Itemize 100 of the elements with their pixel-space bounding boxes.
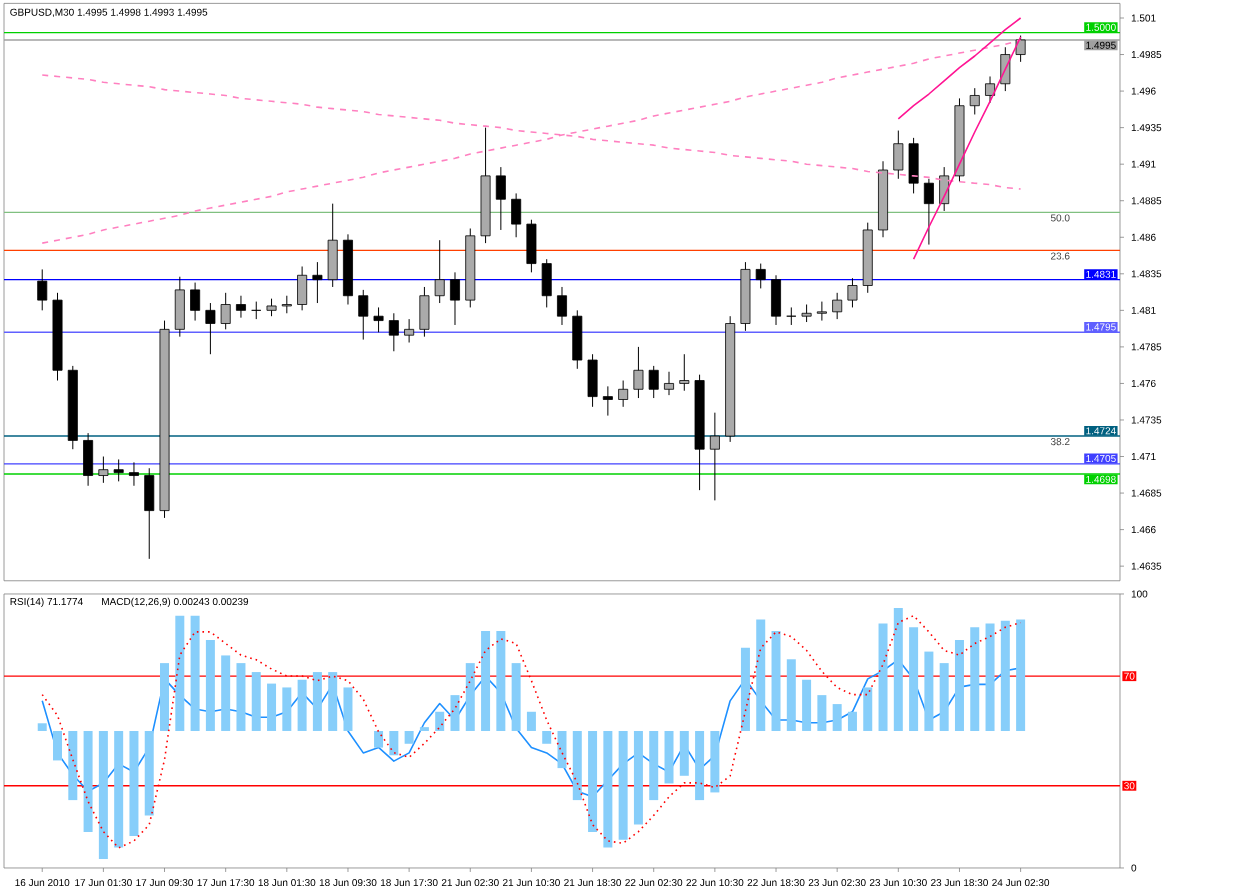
bar (817, 695, 827, 731)
bar (297, 679, 307, 731)
bar (756, 619, 766, 731)
candlestick (832, 292, 843, 320)
bar (970, 627, 980, 731)
bar (802, 679, 812, 731)
bar (98, 730, 108, 860)
candlestick (98, 456, 109, 484)
bar (83, 730, 93, 833)
candlestick (373, 306, 384, 333)
candlestick (893, 130, 904, 180)
bar (389, 730, 399, 756)
bar (450, 695, 460, 731)
bar (68, 730, 78, 801)
candlestick (648, 365, 659, 399)
bar (909, 627, 919, 731)
candlestick (128, 461, 139, 487)
bar (618, 730, 628, 840)
bar (328, 672, 338, 731)
bar (129, 730, 139, 836)
candlestick (388, 312, 399, 352)
bar (572, 730, 582, 801)
candlestick (144, 467, 155, 560)
bar (144, 730, 154, 816)
candlestick (908, 137, 919, 194)
candlestick (602, 385, 613, 417)
candlestick (847, 277, 858, 308)
bar (893, 608, 903, 731)
bar (603, 730, 613, 848)
bar (695, 730, 705, 801)
bar (526, 711, 536, 731)
candlestick (985, 75, 996, 104)
bar (221, 655, 231, 731)
candlestick (113, 458, 124, 482)
bar (924, 651, 934, 731)
candlestick (679, 353, 690, 392)
bar (312, 672, 322, 731)
bar (114, 730, 124, 848)
line-series (897, 17, 1022, 120)
bar (496, 631, 506, 731)
bar (343, 687, 353, 731)
candlestick (450, 271, 460, 326)
candlestick (618, 380, 629, 408)
bar (679, 730, 689, 776)
bar (878, 623, 888, 731)
bar (251, 672, 261, 731)
candlestick (235, 295, 246, 319)
candlestick (327, 203, 338, 288)
bar (588, 730, 598, 833)
bar (832, 704, 842, 731)
candlestick (557, 286, 567, 326)
bar (37, 723, 47, 731)
candlestick (312, 261, 323, 304)
candlestick (709, 412, 720, 501)
bar (863, 687, 873, 731)
bar (1000, 620, 1010, 731)
candlestick (755, 263, 766, 289)
bar (542, 730, 552, 744)
bar (649, 730, 659, 801)
bar (786, 659, 796, 731)
bar (236, 663, 246, 731)
candlestick (83, 432, 94, 487)
bar (160, 663, 170, 731)
candlestick (771, 274, 781, 326)
bar (465, 663, 475, 731)
candlestick (434, 239, 445, 304)
candlestick (526, 219, 537, 273)
candlestick (495, 166, 506, 231)
bar (374, 730, 384, 748)
bar (939, 663, 949, 731)
candlestick (358, 289, 369, 341)
candlestick (419, 286, 430, 338)
bar (404, 730, 414, 744)
bar (847, 711, 857, 731)
candlestick (174, 276, 185, 338)
bar (282, 687, 292, 731)
candlestick (587, 353, 598, 408)
bar (205, 640, 215, 731)
candlestick (969, 87, 980, 115)
bar (511, 663, 521, 731)
candlestick (633, 346, 644, 399)
candlestick (541, 258, 552, 308)
bar (985, 623, 995, 731)
bar (740, 647, 750, 731)
bar (710, 730, 720, 793)
candlestick (205, 302, 216, 355)
bar (190, 615, 200, 731)
candlestick (572, 309, 583, 370)
bar (481, 631, 491, 731)
bar (175, 615, 185, 731)
bar (53, 730, 63, 761)
candlestick (786, 306, 797, 326)
bar (1016, 619, 1026, 731)
bar (435, 711, 445, 731)
bar (771, 631, 781, 731)
candlestick (923, 178, 934, 246)
bar (664, 730, 674, 784)
candlestick (816, 301, 827, 322)
candlestick (190, 282, 201, 322)
bar (267, 683, 277, 731)
